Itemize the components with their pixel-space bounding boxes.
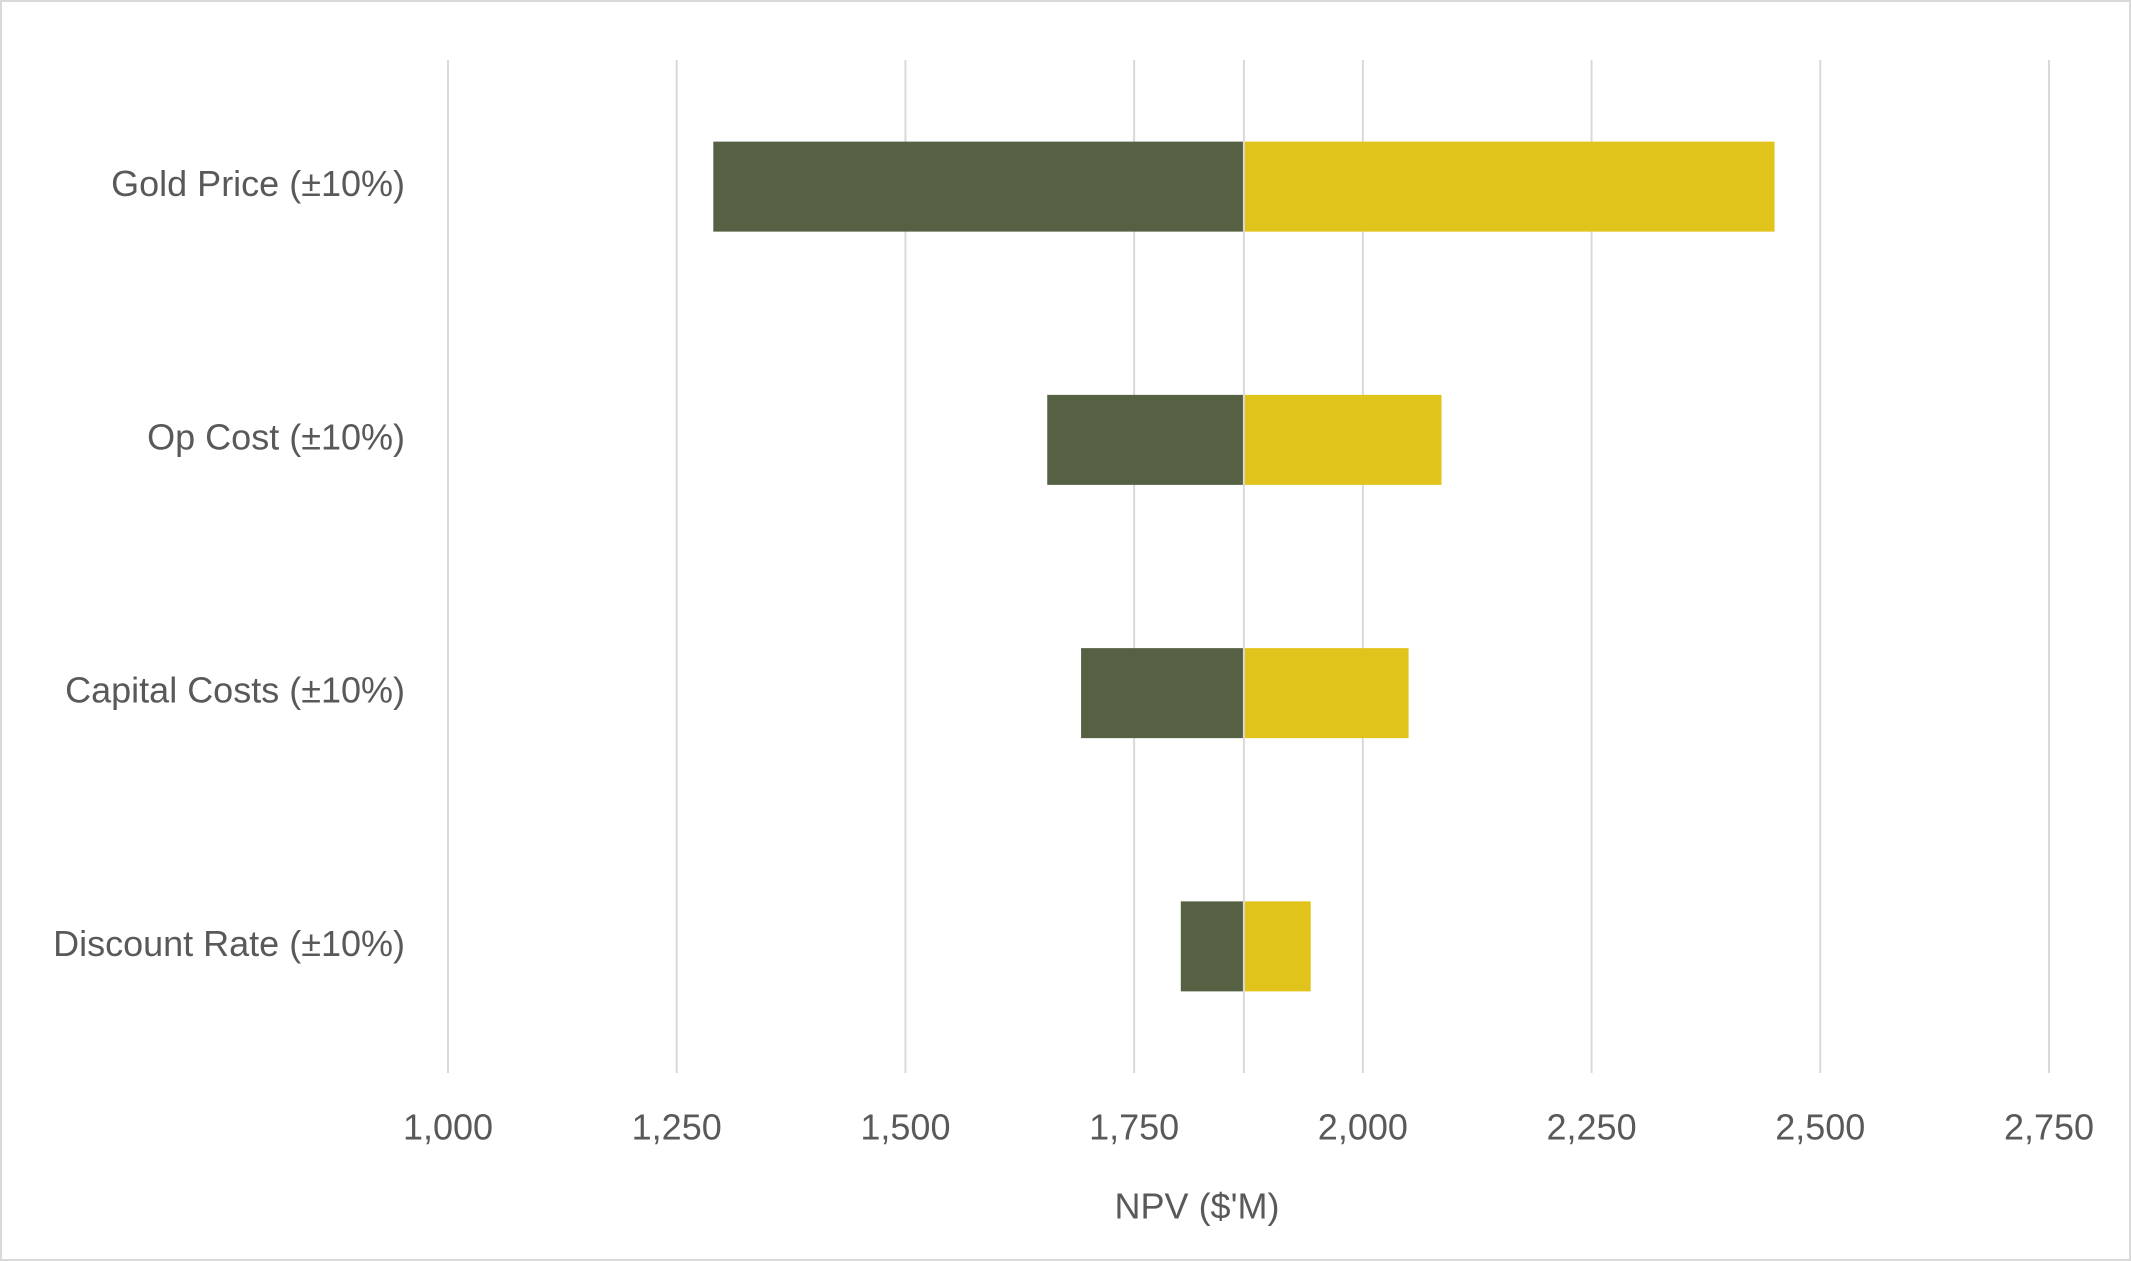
x-tick-label: 1,250 (632, 1107, 722, 1148)
bar (1243, 648, 1409, 739)
x-tick-label: 1,500 (860, 1107, 950, 1148)
x-tick-label: 2,000 (1318, 1107, 1408, 1148)
category-label: Gold Price (±10%) (111, 163, 405, 204)
x-tick-label: 2,250 (1547, 1107, 1637, 1148)
bar (1047, 394, 1244, 485)
category-label: Op Cost (±10%) (147, 416, 405, 457)
x-tick-label: 1,750 (1089, 1107, 1179, 1148)
bar (1243, 141, 1775, 232)
bar (713, 141, 1244, 232)
x-tick-label: 1,000 (403, 1107, 493, 1148)
bar (1180, 901, 1244, 992)
x-axis-title: NPV ($'M) (1115, 1186, 1280, 1227)
bar (1243, 901, 1311, 992)
category-label: Discount Rate (±10%) (53, 923, 405, 964)
category-label: Capital Costs (±10%) (65, 670, 405, 711)
x-tick-label: 2,500 (1775, 1107, 1865, 1148)
bar (1081, 648, 1244, 739)
x-tick-label: 2,750 (2004, 1107, 2094, 1148)
bar (1243, 394, 1442, 485)
